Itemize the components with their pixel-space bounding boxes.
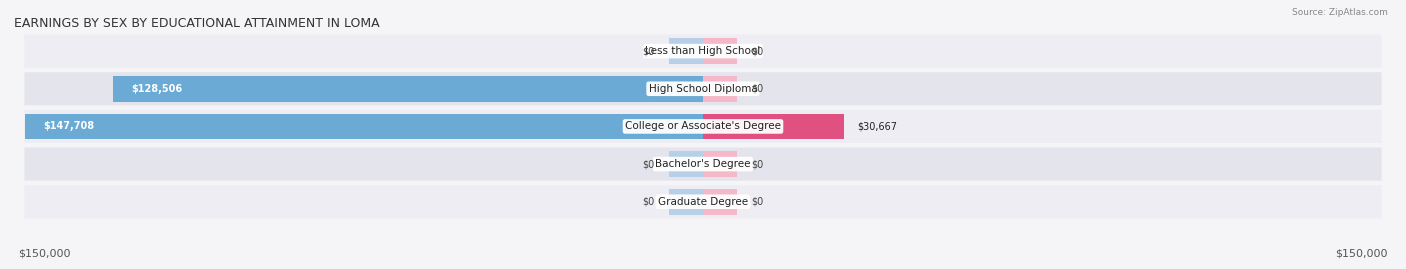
Text: Less than High School: Less than High School (645, 46, 761, 56)
FancyBboxPatch shape (24, 72, 1382, 105)
Bar (703, 38, 738, 64)
Text: Graduate Degree: Graduate Degree (658, 197, 748, 207)
Text: Source: ZipAtlas.com: Source: ZipAtlas.com (1292, 8, 1388, 17)
Text: Bachelor's Degree: Bachelor's Degree (655, 159, 751, 169)
Text: $147,708: $147,708 (44, 121, 94, 132)
Bar (703, 114, 844, 139)
Text: $0: $0 (751, 159, 763, 169)
FancyBboxPatch shape (24, 110, 1382, 143)
Text: College or Associate's Degree: College or Associate's Degree (626, 121, 780, 132)
FancyBboxPatch shape (24, 147, 1382, 181)
Bar (669, 38, 703, 64)
Bar (703, 189, 738, 215)
Text: $150,000: $150,000 (1336, 248, 1388, 258)
Bar (112, 76, 703, 102)
Text: $0: $0 (643, 46, 655, 56)
Bar (24, 114, 703, 139)
Text: $0: $0 (751, 197, 763, 207)
Text: $30,667: $30,667 (858, 121, 897, 132)
Text: $150,000: $150,000 (18, 248, 70, 258)
Text: $0: $0 (751, 46, 763, 56)
Text: High School Diploma: High School Diploma (648, 84, 758, 94)
Text: $0: $0 (643, 197, 655, 207)
Bar (669, 151, 703, 177)
FancyBboxPatch shape (24, 185, 1382, 218)
Text: $0: $0 (751, 84, 763, 94)
FancyBboxPatch shape (24, 34, 1382, 68)
Bar (703, 76, 738, 102)
Text: $128,506: $128,506 (131, 84, 183, 94)
Bar (703, 151, 738, 177)
Text: $0: $0 (643, 159, 655, 169)
Bar (669, 189, 703, 215)
Text: EARNINGS BY SEX BY EDUCATIONAL ATTAINMENT IN LOMA: EARNINGS BY SEX BY EDUCATIONAL ATTAINMEN… (14, 17, 380, 30)
